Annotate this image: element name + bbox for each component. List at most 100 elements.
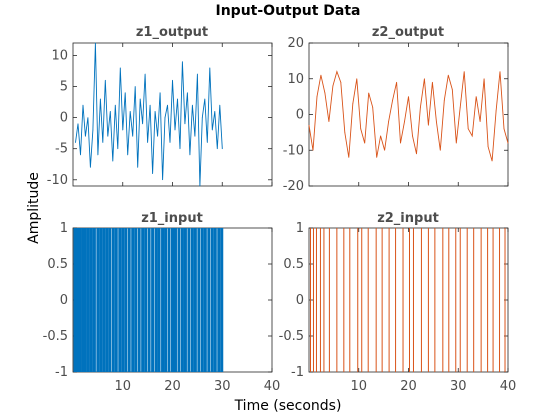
input-pulse: [141, 228, 145, 372]
data-point: [428, 124, 429, 126]
input-pulse: [164, 228, 168, 372]
data-point: [92, 129, 94, 131]
input-pulse: [96, 228, 100, 372]
y-tick-label: 0: [296, 108, 304, 123]
y-tick-label: 0: [296, 293, 304, 308]
input-pulse: [217, 228, 221, 372]
z2-output-panel: z2_output -20 -10 0 10 20: [283, 25, 509, 194]
data-point: [122, 129, 124, 131]
input-pulse: [108, 228, 112, 372]
y-tick-label: 20: [287, 36, 304, 51]
x-tick-label: 40: [264, 379, 281, 394]
y-tick-label: 0.5: [47, 257, 68, 272]
data-point: [132, 135, 134, 137]
data-point: [189, 154, 191, 156]
x-tick-label: 20: [164, 379, 181, 394]
data-point: [85, 135, 86, 137]
y-tick-label: -1: [291, 365, 304, 380]
y-tick-label: 1: [296, 221, 304, 236]
y-tick-label: -0.5: [43, 329, 68, 344]
data-point: [431, 81, 433, 83]
data-point: [209, 67, 211, 69]
axes-box: [72, 42, 273, 187]
data-point: [196, 73, 198, 75]
input-pulse: [99, 228, 103, 372]
data-point: [102, 142, 104, 143]
input-pulse: [78, 228, 82, 372]
data-point: [356, 78, 358, 80]
input-pulse: [207, 228, 211, 372]
figure-title: Input-Output Data: [216, 3, 361, 19]
data-point: [459, 106, 461, 108]
axes-box: [308, 227, 509, 373]
data-point: [87, 117, 89, 119]
data-point: [104, 79, 106, 81]
input-pulse: [137, 228, 141, 372]
data-point: [192, 104, 193, 106]
panel-title: z2_input: [377, 211, 439, 226]
data-point: [328, 121, 330, 123]
data-point: [117, 148, 119, 150]
input-pulse: [118, 228, 122, 372]
input-pulse: [157, 228, 161, 372]
input-pulse: [220, 228, 224, 372]
input-pulse: [180, 228, 184, 372]
data-point: [507, 142, 509, 144]
data-point: [77, 123, 79, 125]
data-point: [308, 124, 310, 126]
input-pulse: [121, 228, 125, 372]
data-point: [199, 185, 201, 187]
data-point: [479, 121, 481, 123]
y-tick-label: 0.5: [283, 257, 304, 272]
input-pulse: [173, 228, 177, 372]
data-point: [134, 86, 136, 87]
data-point: [404, 121, 405, 123]
data-point: [147, 142, 149, 143]
data-point: [139, 98, 141, 100]
data-point: [364, 142, 366, 144]
data-point: [388, 121, 389, 123]
data-point: [420, 106, 421, 108]
data-point: [206, 142, 208, 143]
panel-title: z1_output: [136, 25, 208, 40]
panel-title: z1_input: [141, 211, 203, 226]
y-tick-label: 10: [51, 48, 68, 63]
data-point: [107, 135, 109, 137]
data-point: [312, 149, 314, 151]
data-point: [97, 154, 99, 156]
z2-input-panel: z2_input -1 -0.5 0 0.5 1 10 20 30 40: [279, 211, 517, 394]
data-point: [201, 117, 203, 119]
y-tick-label: -20: [283, 179, 304, 194]
input-pulse: [210, 228, 214, 372]
data-point: [221, 148, 223, 150]
figure-ylabel: Amplitude: [26, 172, 42, 244]
input-pulse: [200, 228, 204, 372]
data-point: [162, 179, 163, 181]
data-point: [177, 98, 178, 100]
data-point: [499, 71, 501, 72]
input-pulse: [114, 228, 118, 372]
y-tick-label: -0.5: [279, 329, 304, 344]
data-point: [400, 142, 401, 144]
data-point: [214, 110, 216, 112]
input-pulse: [190, 228, 194, 372]
input-pulse: [124, 228, 128, 372]
input-pulse: [89, 228, 93, 372]
input-pulse: [105, 228, 109, 372]
data-point: [435, 121, 437, 123]
data-point: [463, 71, 465, 72]
input-pulse: [167, 228, 171, 372]
y-tick-label: -10: [47, 173, 68, 188]
input-pulse: [147, 228, 151, 372]
input-pulse: [75, 228, 79, 372]
data-point: [204, 98, 206, 100]
y-tick-label: 10: [287, 72, 304, 87]
input-pulse: [127, 228, 131, 372]
data-point: [495, 110, 497, 112]
input-pulse: [86, 228, 90, 372]
data-point: [348, 157, 350, 158]
data-point: [336, 71, 338, 72]
input-pulse: [187, 228, 191, 372]
input-pulse: [197, 228, 201, 372]
x-tick-label: 40: [500, 379, 517, 394]
